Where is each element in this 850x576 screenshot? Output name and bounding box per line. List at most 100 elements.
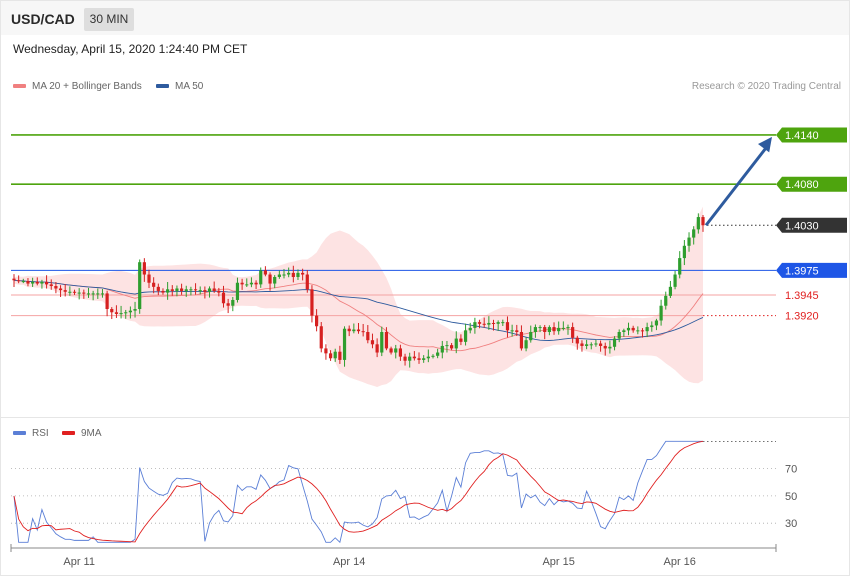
candle-body xyxy=(319,326,323,349)
candle-body xyxy=(254,282,258,285)
candle-body xyxy=(296,272,300,277)
price-label-1: 1.4080 xyxy=(785,179,819,191)
chart-datetime: Wednesday, April 15, 2020 1:24:40 PM CET xyxy=(13,42,248,56)
candle-body xyxy=(370,340,375,345)
rsi-tick-label-70: 70 xyxy=(785,464,797,476)
price-tag-2 xyxy=(776,217,847,233)
candle-body xyxy=(221,292,226,304)
candle-body xyxy=(636,330,640,332)
candle-body xyxy=(356,329,361,332)
forecast-arrow-shaft xyxy=(704,147,768,227)
x-tick-label-3: Apr 16 xyxy=(664,556,696,568)
price-label-4: 1.3945 xyxy=(785,290,819,302)
candle-body xyxy=(692,229,696,238)
ma20-line xyxy=(13,279,704,352)
candle-body xyxy=(328,353,333,359)
candle-body xyxy=(240,282,244,285)
candle-body xyxy=(491,322,496,324)
rsi-label: RSI xyxy=(32,428,49,439)
candle-body xyxy=(184,289,188,291)
header-bar: USD/CAD 30 MIN xyxy=(1,1,849,35)
candle-body xyxy=(547,327,551,332)
candle-body xyxy=(226,303,230,306)
ma50-label: MA 50 xyxy=(175,81,204,92)
candle-body xyxy=(342,328,347,360)
candle-body xyxy=(21,281,25,283)
candle-body xyxy=(594,343,598,345)
candle-body xyxy=(82,292,86,294)
candle-body xyxy=(696,217,700,230)
price-tag-3 xyxy=(776,262,847,278)
candle-body xyxy=(622,330,626,332)
candle-body xyxy=(231,299,235,306)
candle-body xyxy=(412,356,416,359)
candle-body xyxy=(347,328,351,332)
candle-body xyxy=(631,327,635,331)
candle-body xyxy=(408,356,412,361)
forecast-arrow-head xyxy=(758,136,772,153)
ma20-swatch xyxy=(13,84,26,89)
candle-body xyxy=(138,262,142,310)
candle-body xyxy=(487,322,491,325)
candle-body xyxy=(156,286,160,291)
candle-body xyxy=(352,329,356,332)
candle-body xyxy=(189,289,193,291)
candle-body xyxy=(645,327,649,332)
rsi-legend-9ma: 9MA xyxy=(62,428,102,439)
x-tick-label-0: Apr 11 xyxy=(63,556,95,568)
candle-body xyxy=(417,358,421,360)
candle-body xyxy=(519,332,524,349)
candle-body xyxy=(91,293,95,295)
candle-body xyxy=(310,289,314,316)
candle-body xyxy=(273,276,277,284)
candle-body xyxy=(301,272,305,275)
candle-body xyxy=(515,330,519,332)
candle-body xyxy=(44,281,49,285)
candle-body xyxy=(31,281,35,284)
candle-body xyxy=(389,348,393,353)
candle-body xyxy=(193,289,198,291)
candle-body xyxy=(263,270,267,275)
candle-body xyxy=(701,217,705,226)
rsi-tick-label-50: 50 xyxy=(785,491,797,503)
candle-body xyxy=(338,351,342,360)
candle-body xyxy=(459,338,463,342)
candle-body xyxy=(571,327,575,338)
candle-body xyxy=(608,346,612,349)
timeframe-badge[interactable]: 30 MIN xyxy=(84,8,134,31)
candle-body xyxy=(422,358,426,360)
candle-body xyxy=(72,291,77,293)
rsi-line xyxy=(13,440,703,544)
candle-body xyxy=(68,291,72,293)
candle-body xyxy=(291,272,295,277)
rsi-9ma-swatch xyxy=(62,431,75,436)
candle-body xyxy=(575,337,579,344)
candle-body xyxy=(566,327,570,329)
candle-body xyxy=(673,274,677,287)
candle-body xyxy=(384,332,389,349)
candle-body xyxy=(249,282,254,285)
candle-body xyxy=(119,313,123,315)
candle-body xyxy=(496,322,500,324)
candle-body xyxy=(40,281,44,284)
candle-body xyxy=(482,323,486,325)
candle-body xyxy=(110,309,114,313)
candle-body xyxy=(86,293,91,295)
x-tick-label-1: Apr 14 xyxy=(333,556,365,568)
price-label-0: 1.4140 xyxy=(785,130,819,142)
candle-body xyxy=(179,288,184,291)
price-label-3: 1.3975 xyxy=(785,265,819,277)
candle-body xyxy=(287,272,291,275)
candle-body xyxy=(603,345,607,349)
candle-body xyxy=(394,348,398,353)
candle-body xyxy=(152,282,156,287)
candle-body xyxy=(463,330,468,342)
candle-body xyxy=(398,348,402,357)
candle-body xyxy=(529,332,533,341)
candle-body xyxy=(366,332,370,341)
candle-body xyxy=(277,274,281,277)
candle-body xyxy=(207,288,212,292)
candle-body xyxy=(105,293,109,310)
candle-body xyxy=(375,344,379,353)
